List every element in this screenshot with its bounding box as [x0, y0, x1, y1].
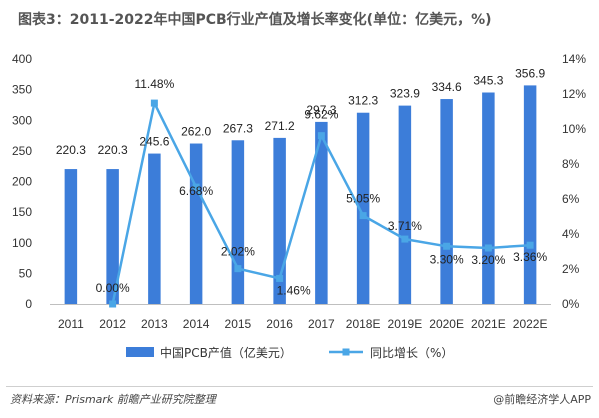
line-series — [109, 99, 534, 308]
line-data-labels: 0.00% 11.48% 6.68% 2.02% 1.46% 9.62% 5.05% 3.71… — [96, 77, 548, 297]
line-value-label: 3.36% — [513, 250, 547, 264]
line-point-2014 — [192, 183, 200, 191]
line-value-label: 3.20% — [471, 253, 505, 267]
bar-value-label: 334.6 — [432, 80, 462, 94]
footer-divider — [6, 386, 593, 387]
bar-value-label: 297.3 — [306, 103, 336, 117]
x-tick-label: 2020E — [429, 317, 464, 331]
line-value-label: 6.68% — [179, 184, 213, 198]
x-tick-label: 2011 — [58, 317, 84, 331]
x-tick-label: 2021E — [471, 317, 506, 331]
bar-2014 — [189, 143, 203, 304]
bar-2012 — [106, 169, 119, 304]
y-right-tick-label: 6% — [562, 192, 580, 206]
bar-2016 — [273, 137, 286, 304]
chart-title: 图表3：2011-2022年中国PCB行业产值及增长率变化(单位：亿美元，%) — [18, 12, 492, 28]
bar-value-label: 345.3 — [473, 74, 503, 88]
y-left-tick-label: 0 — [25, 297, 32, 311]
line-point-2016 — [276, 274, 284, 282]
bar-value-label: 356.9 — [515, 66, 545, 80]
bar-2021E — [482, 92, 495, 304]
line-value-label: 5.05% — [346, 192, 380, 206]
bar-value-label: 262.0 — [181, 125, 211, 139]
y-left-tick-label: 400 — [12, 52, 32, 66]
bar-value-label: 323.9 — [390, 87, 420, 101]
bar-value-label: 220.3 — [56, 143, 86, 157]
x-tick-label: 2019E — [388, 317, 423, 331]
bar-2013 — [148, 153, 161, 304]
legend-bar-label: 中国PCB产值（亿美元） — [160, 345, 292, 360]
line-point-2019E — [401, 235, 409, 243]
y-right-tick-label: 0% — [562, 297, 580, 311]
line-point-2020E — [443, 242, 451, 250]
bar-2015 — [231, 140, 245, 304]
line-value-label: 1.46% — [277, 283, 311, 297]
line-value-label: 3.71% — [388, 219, 422, 233]
brand-credit: @前瞻经济学人APP — [493, 393, 591, 406]
bar-2011 — [64, 169, 78, 304]
x-tick-label: 2016 — [266, 317, 293, 331]
x-tick-label: 2015 — [225, 317, 252, 331]
bar-value-label: 267.3 — [223, 121, 253, 135]
x-tick-label: 2018E — [346, 317, 381, 331]
x-tick-label: 2014 — [183, 317, 210, 331]
y-right-tick-label: 2% — [562, 262, 580, 276]
x-axis: 2011 2012 2013 2014 2015 2016 2017 2018E 2019E 20… — [58, 317, 548, 331]
y-right-tick-label: 12% — [562, 87, 586, 101]
y-axis-right: 0% 2% 4% 6% 8% 10% 12% 14% — [562, 52, 586, 311]
source-note: 资料来源：Prismark 前瞻产业研究院整理 — [10, 393, 216, 406]
y-left-tick-label: 200 — [12, 175, 32, 189]
legend-bar-swatch — [126, 347, 154, 357]
y-right-tick-label: 8% — [562, 157, 580, 171]
y-left-tick-label: 250 — [12, 144, 32, 158]
bar-2020E — [440, 99, 453, 305]
legend: 中国PCB产值（亿美元） 同比增长（%） — [126, 345, 453, 360]
legend-line-marker — [342, 348, 350, 356]
line-point-2018E — [359, 212, 367, 220]
bar-value-label: 312.3 — [348, 94, 378, 108]
bar-series — [64, 85, 537, 305]
bar-2022E — [523, 85, 537, 305]
y-left-tick-label: 300 — [12, 113, 32, 127]
bar-data-labels: 220.3 220.3 245.6 262.0 267.3 271.2 297.3 312.3… — [56, 66, 546, 157]
x-tick-label: 2017 — [308, 317, 335, 331]
y-left-tick-label: 100 — [12, 236, 32, 250]
y-left-tick-label: 350 — [12, 83, 32, 97]
y-right-tick-label: 4% — [562, 227, 580, 241]
x-tick-label: 2013 — [141, 317, 168, 331]
bar-2018E — [356, 112, 370, 304]
chart: 0 50 100 150 200 250 300 350 400 0% 2% 4% 6% 8% 10% 12… — [12, 52, 586, 360]
line-value-label: 11.48% — [134, 77, 174, 91]
line-point-2013 — [150, 99, 158, 107]
y-left-tick-label: 50 — [19, 266, 33, 280]
y-right-tick-label: 10% — [562, 122, 586, 136]
legend-line-label: 同比增长（%） — [370, 346, 453, 360]
y-left-tick-label: 150 — [12, 205, 32, 219]
y-right-tick-label: 14% — [562, 52, 586, 66]
line-value-label: 9.62% — [304, 108, 338, 122]
x-tick-label: 2022E — [513, 317, 548, 331]
y-axis-left: 0 50 100 150 200 250 300 350 400 — [12, 52, 32, 311]
bar-2019E — [398, 105, 412, 304]
bar-value-label: 245.6 — [139, 135, 169, 149]
x-tick-label: 2012 — [99, 317, 126, 331]
line-point-2017 — [317, 132, 325, 140]
line-point-2022E — [526, 241, 534, 249]
line-point-2012 — [109, 300, 117, 308]
line-value-label: 3.30% — [430, 252, 464, 266]
line-value-label: 2.02% — [221, 245, 255, 259]
bar-value-label: 220.3 — [98, 143, 128, 157]
bar-value-label: 271.2 — [265, 119, 295, 133]
bar-2017 — [315, 121, 328, 304]
line-point-2015 — [234, 265, 242, 273]
line-point-2021E — [484, 244, 492, 252]
line-value-label: 0.00% — [96, 281, 130, 295]
